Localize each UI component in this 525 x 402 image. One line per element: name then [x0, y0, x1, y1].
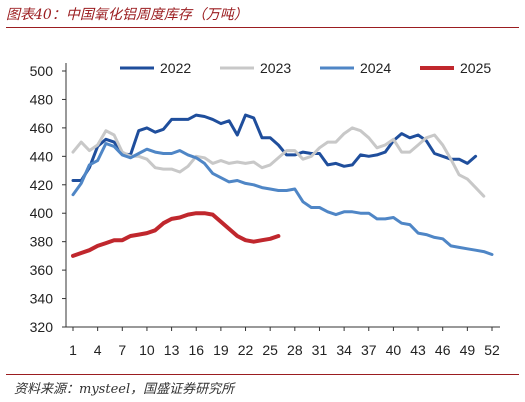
x-tick-label: 22 [238, 342, 254, 358]
y-tick-label: 460 [30, 120, 54, 136]
title-divider [6, 27, 519, 28]
source-divider [6, 374, 519, 375]
x-tick-label: 19 [213, 342, 229, 358]
y-tick-label: 480 [30, 91, 54, 107]
x-tick-label: 49 [460, 342, 476, 358]
x-tick-label: 34 [336, 342, 352, 358]
x-tick-label: 52 [484, 342, 500, 358]
x-tick-label: 37 [361, 342, 377, 358]
x-tick-label: 46 [435, 342, 451, 358]
x-tick-label: 16 [188, 342, 204, 358]
chart-legend: 2022 2023 2024 2025 [120, 60, 491, 76]
chart-title: 图表40：中国氧化铝周度库存（万吨） [6, 7, 248, 23]
series-line-2022 [71, 113, 478, 182]
series-line-2025 [71, 211, 281, 258]
x-tick-label: 7 [118, 342, 126, 358]
series-line-2023 [71, 126, 486, 198]
y-tick-label: 400 [30, 205, 54, 221]
y-tick-label: 500 [30, 63, 54, 79]
x-tick-label: 43 [410, 342, 426, 358]
x-tick-label: 28 [287, 342, 303, 358]
legend-label-2022: 2022 [160, 60, 191, 76]
series-line-2024 [71, 142, 494, 256]
y-tick-label: 380 [30, 234, 54, 250]
y-tick-label: 320 [30, 319, 54, 335]
legend-label-2023: 2023 [260, 60, 291, 76]
y-tick-label: 340 [30, 291, 54, 307]
x-tick-label: 25 [262, 342, 278, 358]
y-tick-label: 440 [30, 148, 54, 164]
y-tick-label: 420 [30, 177, 54, 193]
x-tick-label: 10 [139, 342, 155, 358]
x-tick-label: 4 [94, 342, 102, 358]
x-tick-label: 13 [164, 342, 180, 358]
source-note: 资料来源：mysteel，国盛证券研究所 [14, 382, 235, 397]
y-tick-label: 360 [30, 262, 54, 278]
x-tick-label: 1 [69, 342, 77, 358]
legend-label-2024: 2024 [360, 60, 391, 76]
legend-label-2025: 2025 [460, 60, 491, 76]
chart-axes: 320 340 360 380 400 420 440 460 480 500 1 4 7 10 13 16 1… [30, 63, 500, 358]
x-tick-label: 40 [386, 342, 402, 358]
x-tick-label: 31 [312, 342, 328, 358]
chart-series [71, 113, 494, 258]
